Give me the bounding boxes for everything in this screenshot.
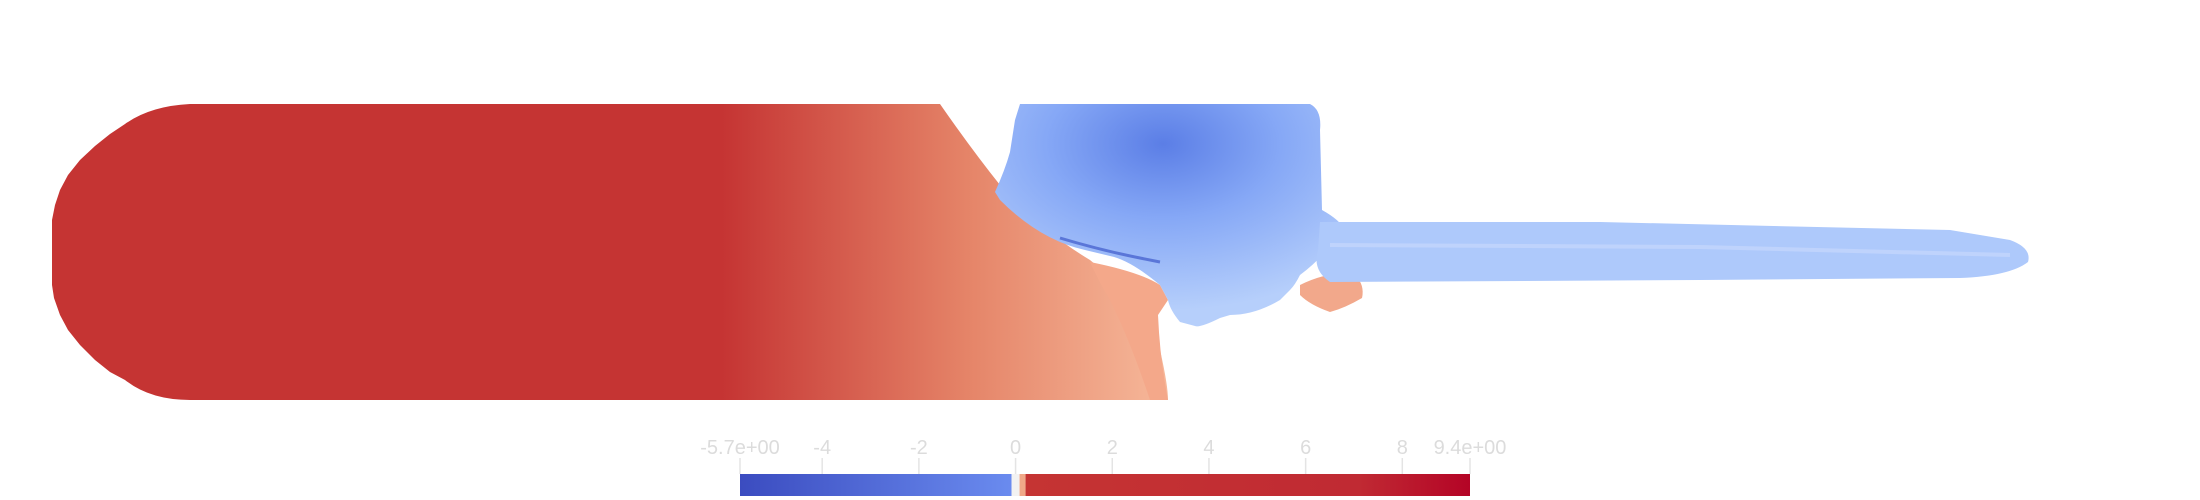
scalar-bar: -5.7e+00 -4 -2 0 2 4 6 8 9.4e+00 [700, 437, 1506, 496]
high-field-region [52, 104, 1168, 400]
colorbar-tick-label: -5.7e+00 [700, 437, 780, 459]
salmon-field-lower [1090, 262, 1168, 400]
salmon-field-patch [1300, 273, 1363, 312]
colorbar-tick-label: 6 [1300, 437, 1311, 459]
colorbar-neutral-segment [1011, 474, 1020, 496]
colorbar-tick-label: -4 [813, 437, 831, 459]
colorbar-positive-segment [1025, 474, 1470, 496]
interface-seam [1059, 236, 1161, 264]
colorbar-negative-segment [740, 474, 1012, 496]
low-field-wake [1316, 222, 2029, 282]
colorbar-ticks: -5.7e+00 -4 -2 0 2 4 6 8 9.4e+00 [700, 437, 1506, 474]
colorbar-tick-label: 2 [1107, 437, 1118, 459]
colorbar-transition-segment [1019, 474, 1026, 496]
low-field-blob [995, 104, 1345, 327]
wake-inner-line [1329, 243, 2011, 257]
colorbar-tick-label: 0 [1010, 437, 1021, 459]
colorbar-tick-label: 4 [1203, 437, 1214, 459]
colorbar-tick-label: 9.4e+00 [1434, 437, 1507, 459]
colorbar-tick-label: 8 [1397, 437, 1408, 459]
colorbar-tick-label: -2 [910, 437, 928, 459]
